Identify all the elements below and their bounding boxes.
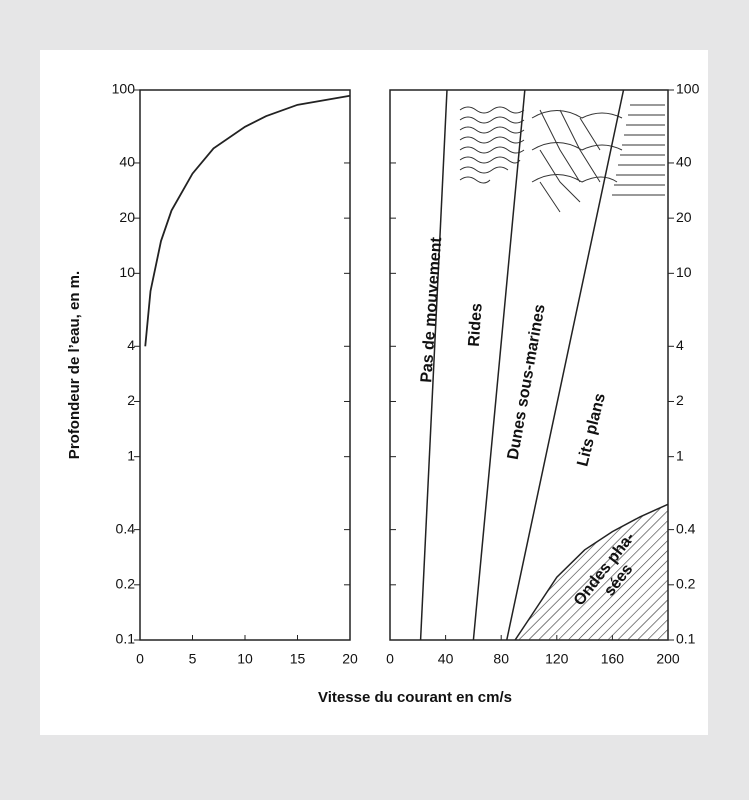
boundary-line: [419, 90, 448, 640]
boundary-line: [506, 90, 625, 640]
curve: [144, 94, 351, 347]
y-tick-label: 10: [676, 264, 692, 280]
x-tick-label: 80: [493, 651, 509, 667]
y-tick-label: 0.1: [116, 631, 136, 647]
y-tick-label: 10: [119, 264, 135, 280]
y-tick-label: 100: [676, 81, 700, 97]
region-label: Rides: [466, 303, 486, 348]
x-tick-label: 40: [438, 651, 454, 667]
y-tick-label: 0.1: [676, 631, 696, 647]
y-tick-label: 4: [676, 337, 684, 353]
x-tick-label: 120: [545, 651, 569, 667]
y-tick-label: 20: [119, 209, 135, 225]
y-tick-label: 0.2: [676, 576, 696, 592]
boundary-line: [472, 90, 526, 640]
y-tick-label: 40: [119, 154, 135, 170]
x-tick-label: 10: [237, 651, 253, 667]
dune-sketch: [531, 109, 623, 213]
y-tick-label: 0.4: [116, 520, 136, 536]
y-tick-label: 0.4: [676, 520, 696, 536]
x-tick-label: 15: [290, 651, 306, 667]
x-tick-label: 0: [386, 651, 394, 667]
x-tick-label: 20: [342, 651, 358, 667]
x-tick-label: 200: [656, 651, 680, 667]
bedform-region: [515, 504, 668, 640]
x-tick-label: 160: [601, 651, 625, 667]
x-tick-label: 5: [189, 651, 197, 667]
y-tick-label: 2: [676, 392, 684, 408]
y-tick-label: 20: [676, 209, 692, 225]
x-axis-label: Vitesse du courant en cm/s: [318, 689, 512, 706]
y-tick-label: 1: [676, 447, 684, 463]
y-tick-label: 100: [112, 81, 136, 97]
bedform-curve: [514, 503, 668, 640]
plane-bed-sketch: [612, 104, 665, 196]
y-tick-label: 2: [127, 392, 135, 408]
ripple-sketch: [459, 106, 525, 184]
y-tick-label: 0.2: [116, 576, 136, 592]
bedform-sketches: [459, 104, 665, 213]
y-tick-label: 1: [127, 447, 135, 463]
y-tick-label: 40: [676, 154, 692, 170]
regime-plot: [419, 90, 668, 640]
y-tick-label: 4: [127, 337, 135, 353]
x-tick-label: 0: [136, 651, 144, 667]
y-axis-label: Profondeur de l’eau, en m.: [66, 271, 83, 459]
